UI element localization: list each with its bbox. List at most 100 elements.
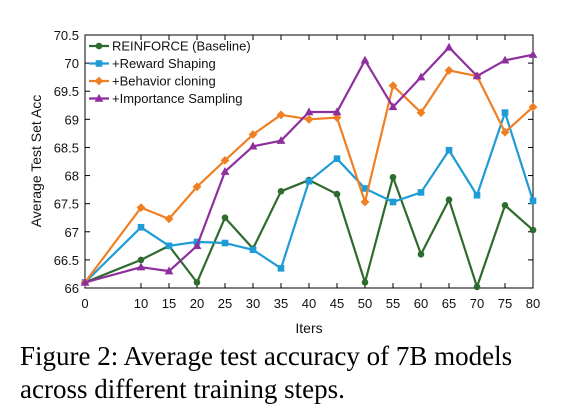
data-point — [80, 277, 90, 286]
x-tick-label: 20 — [190, 296, 204, 311]
x-tick-label: 45 — [330, 296, 344, 311]
data-point — [473, 191, 481, 199]
legend-marker — [94, 76, 104, 86]
series-line — [84, 176, 534, 288]
data-point — [332, 107, 342, 116]
x-tick-label: 50 — [358, 296, 372, 311]
data-point — [529, 226, 537, 234]
data-point — [221, 239, 229, 247]
data-point — [137, 223, 145, 231]
data-point — [360, 197, 370, 207]
legend-marker — [95, 60, 103, 67]
x-tick-label: 0 — [81, 296, 88, 311]
data-point — [500, 55, 510, 64]
y-tick-label: 69.5 — [54, 84, 79, 99]
data-point — [333, 190, 341, 198]
data-point — [528, 102, 538, 112]
data-point — [164, 266, 174, 275]
legend-marker — [95, 42, 103, 50]
legend-entry: +Reward Shaping — [112, 56, 216, 71]
data-point — [501, 109, 509, 116]
x-tick-label: 55 — [386, 296, 400, 311]
series-group — [80, 42, 538, 291]
y-tick-label: 70 — [65, 56, 79, 71]
data-point — [361, 279, 369, 286]
data-point — [276, 136, 286, 144]
x-tick-label: 30 — [246, 296, 260, 311]
data-point — [192, 241, 202, 250]
data-point — [332, 113, 342, 123]
data-point — [192, 182, 202, 192]
data-point — [501, 202, 509, 209]
data-point — [388, 102, 398, 111]
y-tick-label: 68.5 — [54, 140, 79, 155]
legend-entry: REINFORCE (Baseline) — [112, 39, 251, 54]
x-tick-label: 80 — [526, 296, 540, 311]
y-tick-label: 66 — [65, 281, 79, 296]
data-point — [304, 107, 314, 116]
y-axis-label: Average Test Set Acc — [28, 95, 44, 228]
data-point — [389, 173, 397, 181]
data-point — [444, 66, 454, 75]
y-tick-label: 69 — [65, 112, 79, 127]
x-tick-label: 40 — [302, 296, 316, 311]
series-line — [84, 111, 535, 284]
data-point — [388, 81, 398, 90]
data-point — [304, 114, 314, 124]
data-point — [220, 167, 230, 175]
x-axis-ticks: 0 10 15 20 25 30 35 40 45 50 55 60 65 70 75 80 — [81, 35, 540, 311]
data-point — [361, 185, 369, 192]
data-point — [276, 110, 286, 120]
data-point — [417, 189, 425, 196]
data-point — [248, 130, 258, 139]
y-axis-ticks: 66 66.5 67 67.5 68 68.5 69 69.5 70 70.5 — [54, 28, 533, 296]
data-point — [221, 214, 229, 222]
data-point — [472, 71, 482, 80]
y-tick-label: 67 — [65, 225, 79, 240]
x-tick-label: 35 — [274, 296, 288, 311]
data-point — [528, 50, 538, 58]
y-tick-label: 66.5 — [54, 253, 79, 268]
series-1 — [81, 109, 537, 286]
data-point — [416, 108, 426, 117]
data-point — [164, 214, 174, 224]
data-point — [360, 55, 370, 64]
data-point — [249, 246, 257, 254]
x-axis-label: Iters — [295, 320, 322, 336]
figure-caption: Figure 2: Average test accuracy of 7B mo… — [20, 341, 513, 404]
data-point — [137, 256, 145, 264]
data-point — [389, 198, 397, 206]
legend-marker — [94, 93, 104, 102]
data-point — [445, 146, 453, 154]
series-3 — [80, 42, 538, 286]
legend-entry: +Behavior cloning — [112, 74, 216, 89]
line-chart: 66 66.5 67 67.5 68 68.5 69 69.5 70 70.5 0 10 15 20 25… — [28, 28, 540, 336]
legend: REINFORCE (Baseline) +Reward Shaping +Beha… — [89, 39, 251, 106]
data-point — [444, 42, 454, 51]
data-point — [333, 155, 341, 162]
y-tick-label: 67.5 — [54, 197, 79, 212]
data-point — [136, 203, 146, 213]
data-point — [305, 177, 313, 185]
data-point — [500, 127, 510, 137]
legend-entry: +Importance Sampling — [112, 91, 242, 106]
series-line — [84, 46, 534, 284]
data-point — [445, 196, 453, 204]
x-tick-label: 70 — [470, 296, 484, 311]
data-point — [473, 283, 481, 291]
series-line — [84, 69, 534, 284]
data-point — [417, 250, 425, 258]
data-point — [136, 262, 146, 271]
x-tick-label: 65 — [442, 296, 456, 311]
x-tick-label: 25 — [218, 296, 232, 311]
x-tick-label: 10 — [134, 296, 148, 311]
data-point — [220, 155, 230, 165]
x-tick-label: 75 — [498, 296, 512, 311]
x-tick-label: 15 — [162, 296, 176, 311]
data-point — [165, 242, 173, 250]
data-point — [416, 72, 426, 81]
data-point — [193, 279, 201, 286]
data-point — [277, 187, 285, 195]
data-point — [529, 197, 537, 205]
y-tick-label: 68 — [65, 169, 79, 184]
